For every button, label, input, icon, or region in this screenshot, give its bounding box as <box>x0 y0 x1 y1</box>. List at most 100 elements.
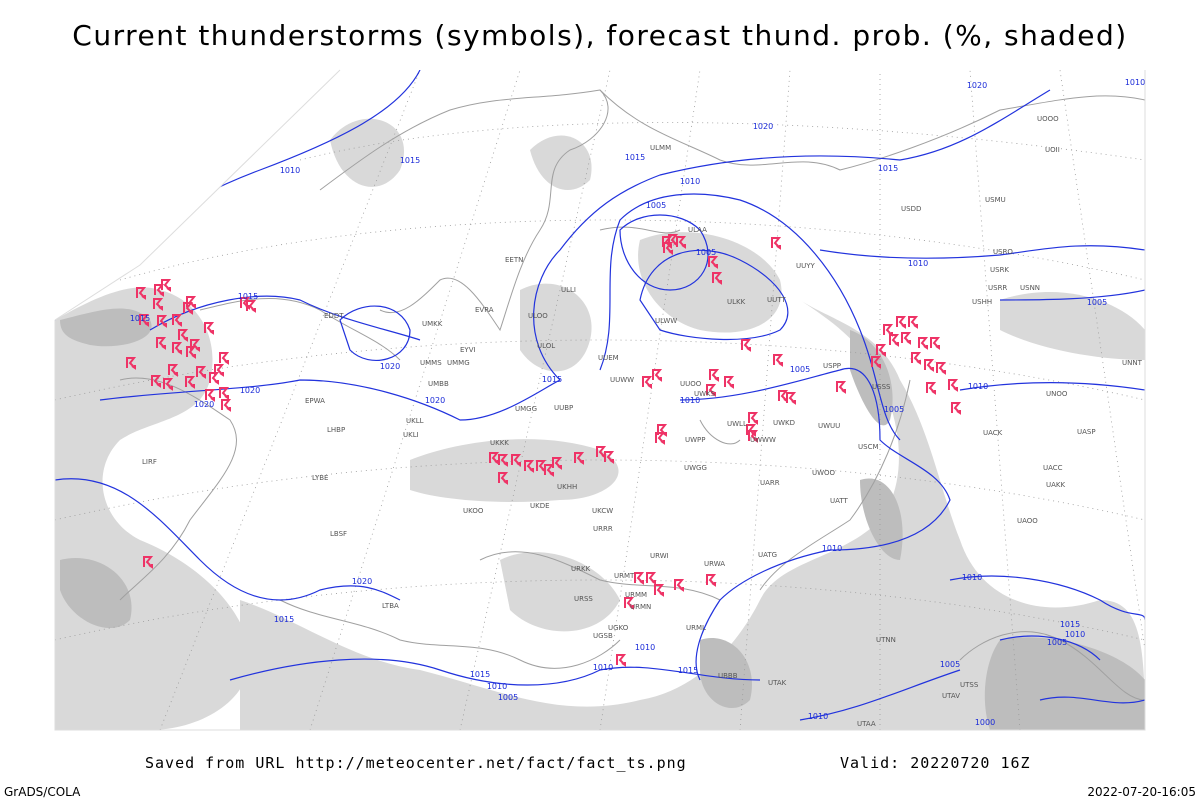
station-label: UBBB <box>718 672 738 680</box>
station-label: UGSB <box>593 632 613 640</box>
station-label: UKDE <box>530 502 550 510</box>
isobar-label: 1010 <box>908 259 928 268</box>
thunderstorm-symbol <box>926 382 937 395</box>
station-label: EVRA <box>475 306 494 314</box>
timestamp: 2022-07-20-16:05 <box>1087 785 1196 799</box>
thunderstorm-symbol <box>126 357 137 370</box>
thunderstorm-symbol <box>183 302 194 315</box>
thunderstorm-symbol <box>498 472 509 485</box>
isobar-label: 1020 <box>380 362 400 371</box>
station-label: UKLL <box>406 417 424 425</box>
isobar-label: 1015 <box>1060 620 1080 629</box>
station-label: UNNT <box>1122 359 1143 367</box>
thunderstorm-symbol <box>709 369 720 382</box>
thunderstorm-symbol <box>663 242 674 255</box>
coastlines <box>119 89 1145 701</box>
isobar-label: 1010 <box>593 663 613 672</box>
thunderstorm-symbol <box>157 315 168 328</box>
station-label: URMT <box>614 572 635 580</box>
thunderstorm-symbol <box>896 316 907 329</box>
station-label: UWOO <box>812 469 836 477</box>
station-label: ULAA <box>688 226 707 234</box>
station-label: UARR <box>760 479 780 487</box>
thunderstorm-symbol <box>930 337 941 350</box>
thunderstorm-symbol <box>655 432 666 445</box>
thunderstorm-symbol <box>676 236 687 249</box>
station-label: LIRF <box>142 458 157 466</box>
station-label: UWWW <box>750 436 776 444</box>
thunderstorm-symbol <box>168 364 179 377</box>
isobar-label: 1000 <box>975 718 995 727</box>
station-label: UATG <box>758 551 777 559</box>
credit: GrADS/COLA <box>4 785 81 799</box>
station-label: UKOO <box>463 507 484 515</box>
station-label: UGKO <box>608 624 629 632</box>
thunderstorm-symbol <box>646 572 657 585</box>
station-label: UUBP <box>554 404 573 412</box>
station-label: UKHH <box>557 483 577 491</box>
station-label: ULWW <box>655 317 677 325</box>
isobar-label: 1010 <box>1065 630 1085 639</box>
station-label: UTAV <box>942 692 960 700</box>
thunderstorm-symbol <box>748 430 759 443</box>
isobar-label: 1015 <box>470 670 490 679</box>
thunderstorm-symbol <box>674 579 685 592</box>
thunderstorm-symbol <box>624 597 635 610</box>
thunderstorm-symbol <box>172 314 183 327</box>
isobar-label: 1010 <box>680 396 700 405</box>
station-label: URWA <box>704 560 725 568</box>
isobar-label: 1020 <box>352 577 372 586</box>
station-label: UUTT <box>767 296 786 304</box>
isobar-label: 1005 <box>790 365 810 374</box>
thunderstorm-symbol <box>552 457 563 470</box>
station-label: URWI <box>650 552 669 560</box>
isobar-label: 1015 <box>130 314 150 323</box>
thunderstorm-symbol <box>524 460 535 473</box>
thunderstorm-symbol <box>139 314 150 327</box>
thunderstorm-symbol <box>204 322 215 335</box>
thunderstorm-symbols <box>126 234 962 667</box>
station-label: EDDT <box>324 312 344 320</box>
station-label: URSS <box>574 595 593 603</box>
station-label: ULKK <box>727 298 746 306</box>
isobar-label: 1010 <box>635 643 655 652</box>
station-label: USRO <box>993 248 1013 256</box>
thunderstorm-symbol <box>574 452 585 465</box>
thunderstorm-symbol <box>652 369 663 382</box>
station-labels: ULAA ULWW ULKK UUYY UUTT UUEM UUWW UUOO UWKS UWPP… <box>142 115 1143 728</box>
isobar-label: 1015 <box>274 615 294 624</box>
isobar-label: 1010 <box>968 382 988 391</box>
station-label: UMBB <box>428 380 449 388</box>
isobar-label: 1015 <box>542 375 562 384</box>
isobar-label: 1005 <box>646 201 666 210</box>
isobar-label: 1010 <box>280 166 300 175</box>
thunderstorm-symbol <box>151 375 162 388</box>
thunderstorm-symbol <box>246 300 257 313</box>
thunderstorm-symbol <box>153 298 164 311</box>
station-label: UMGG <box>515 405 537 413</box>
isobar-label: 1020 <box>194 400 214 409</box>
isobar-label: 1010 <box>1125 78 1145 87</box>
thunderstorm-symbol <box>741 339 752 352</box>
station-label: ULLI <box>561 286 576 294</box>
isobar-label: 1015 <box>238 292 258 301</box>
station-label: UWLL <box>727 420 747 428</box>
station-label: UAOO <box>1017 517 1038 525</box>
thunderstorm-symbol <box>604 451 615 464</box>
station-label: EYVI <box>460 346 476 354</box>
title: Current thunderstorms (symbols), forecas… <box>72 19 1127 52</box>
thunderstorm-symbol <box>178 329 189 342</box>
isobar-label: 1015 <box>400 156 420 165</box>
probability-shading <box>55 118 1145 730</box>
thunderstorm-symbol <box>196 366 207 379</box>
station-label: UAKK <box>1046 481 1066 489</box>
station-label: UMMG <box>447 359 470 367</box>
thunderstorm-symbol <box>642 376 653 389</box>
isobar-label: 1010 <box>487 682 507 691</box>
thunderstorm-symbol <box>654 584 665 597</box>
station-label: UKLI <box>403 431 419 439</box>
station-label: USDD <box>901 205 921 213</box>
thunderstorm-symbol <box>748 412 759 425</box>
